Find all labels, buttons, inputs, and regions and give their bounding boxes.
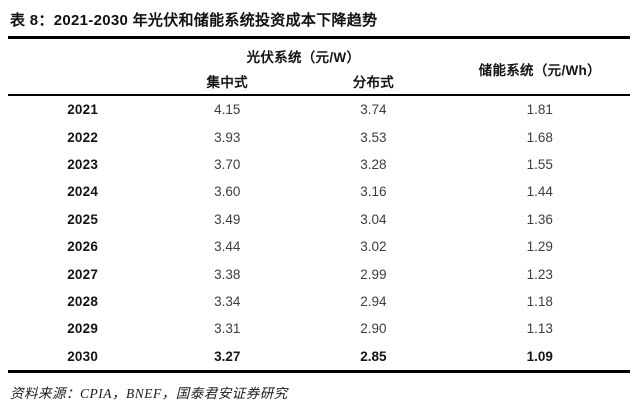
year-cell: 2023	[67, 156, 99, 172]
value-cell: 1.36	[526, 211, 553, 227]
value-cell: 3.38	[214, 266, 241, 282]
value-cell: 3.74	[360, 102, 387, 118]
table-row: 2029 3.31 2.90 1.13	[8, 315, 630, 342]
sub-header-row: 集中式 分布式	[8, 68, 630, 95]
value-cell: 3.02	[360, 239, 387, 255]
value-cell: 2.99	[360, 266, 387, 282]
value-cell: 1.68	[526, 129, 553, 145]
table-title: 表 8：2021-2030 年光伏和储能系统投资成本下降趋势	[8, 6, 630, 39]
table-row: 2024 3.60 3.16 1.44	[8, 178, 630, 205]
table-row: 2021 4.15 3.74 1.81	[8, 95, 630, 123]
empty-header-cell	[8, 39, 157, 68]
value-cell: 3.16	[360, 184, 387, 200]
year-cell: 2027	[67, 266, 99, 282]
value-cell: 1.18	[526, 293, 553, 309]
value-cell: 1.29	[526, 239, 553, 255]
value-cell: 2.90	[360, 321, 387, 337]
cost-trend-table: 光伏系统（元/W） 储能系统（元/Wh） 集中式 分布式 2021 4.15 3…	[8, 39, 630, 373]
table-row: 2030 3.27 2.85 1.09	[8, 343, 630, 372]
group-header-row: 光伏系统（元/W） 储能系统（元/Wh）	[8, 39, 630, 78]
value-cell: 1.09	[526, 348, 553, 364]
table-body: 2021 4.15 3.74 1.81 2022 3.93 3.53 1.68 …	[8, 95, 630, 372]
table-row: 2026 3.44 3.02 1.29	[8, 233, 630, 260]
year-cell: 2030	[67, 348, 99, 364]
year-cell: 2021	[67, 102, 99, 118]
value-cell: 3.53	[360, 129, 387, 145]
value-cell: 4.15	[214, 102, 241, 118]
value-cell: 1.23	[526, 266, 553, 282]
year-cell: 2028	[67, 293, 99, 309]
table-row: 2023 3.70 3.28 1.55	[8, 151, 630, 178]
table-header: 光伏系统（元/W） 储能系统（元/Wh） 集中式 分布式	[8, 39, 630, 95]
year-cell: 2024	[67, 184, 99, 200]
col-header-centralized: 集中式	[206, 75, 248, 90]
value-cell: 1.13	[526, 321, 553, 337]
value-cell: 3.27	[214, 348, 241, 364]
value-cell: 3.31	[214, 321, 241, 337]
value-cell: 2.94	[360, 293, 387, 309]
table-row: 2027 3.38 2.99 1.23	[8, 260, 630, 287]
year-cell: 2026	[67, 239, 99, 255]
year-cell: 2022	[67, 129, 99, 145]
value-cell: 2.85	[360, 348, 387, 364]
table-row: 2022 3.93 3.53 1.68	[8, 123, 630, 150]
table-row: 2028 3.34 2.94 1.18	[8, 288, 630, 315]
value-cell: 1.44	[526, 184, 553, 200]
value-cell: 3.60	[214, 184, 241, 200]
source-note: 资料来源：CPIA，BNEF，国泰君安证券研究	[10, 385, 288, 401]
table-row: 2025 3.49 3.04 1.36	[8, 206, 630, 233]
year-cell: 2025	[67, 211, 99, 227]
year-cell: 2029	[67, 321, 99, 337]
col-header-storage-system: 储能系统（元/Wh）	[478, 62, 601, 78]
empty-header-cell	[8, 68, 157, 95]
value-cell: 3.44	[214, 239, 241, 255]
value-cell: 1.81	[526, 102, 553, 118]
col-header-distributed: 分布式	[352, 75, 395, 90]
col-header-pv-system: 光伏系统（元/W）	[246, 50, 361, 65]
value-cell: 3.93	[214, 129, 241, 145]
value-cell: 3.28	[360, 156, 387, 172]
value-cell: 3.70	[214, 156, 241, 172]
value-cell: 3.34	[214, 293, 241, 309]
value-cell: 3.04	[360, 211, 387, 227]
value-cell: 1.55	[526, 156, 553, 172]
value-cell: 3.49	[214, 211, 241, 227]
